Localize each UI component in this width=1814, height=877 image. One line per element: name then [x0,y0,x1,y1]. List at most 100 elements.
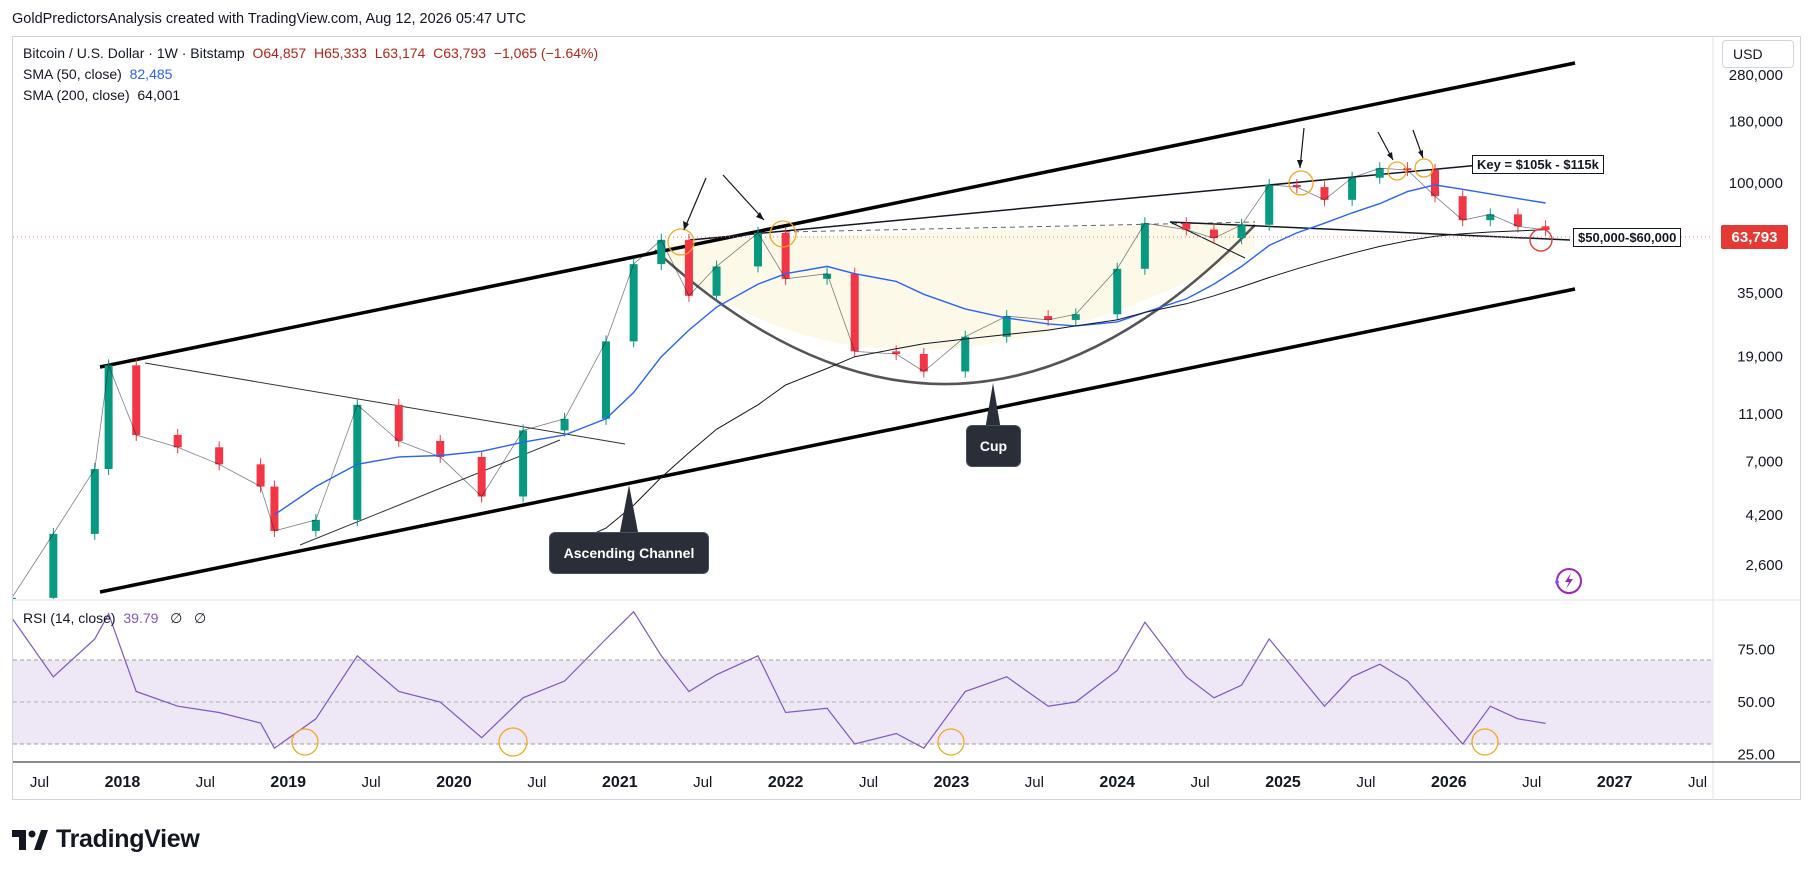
time-tick-label: 2025 [1265,774,1301,791]
support-line [1169,221,1571,241]
highlight-circle [291,728,319,756]
time-tick-label: Jul [196,774,215,791]
candle-body [353,404,362,520]
candle-body [49,533,58,598]
time-tick-label: 2019 [270,774,306,791]
candle-body [1113,268,1122,315]
time-tick-label: 2026 [1431,774,1467,791]
price-tick-label: 180,000 [1729,113,1783,130]
sma200-label: SMA (200, close) [23,87,130,103]
cup-callout[interactable]: Cup [966,425,1021,467]
candle-body [173,434,182,448]
candle-body [1486,214,1495,221]
channel-lower-line[interactable] [99,287,1576,594]
candle-body [1431,170,1440,197]
candle-body [1182,223,1191,230]
open-value: O64,857 [252,45,307,61]
candle-body [961,336,970,372]
rsi-line [13,610,1546,750]
tradingview-logo-icon [12,829,48,850]
rsi-lines [13,610,1546,750]
candle-body [477,456,486,497]
symbol-title: Bitcoin / U.S. Dollar · 1W · Bitstamp [23,45,245,61]
arrow-heads [683,150,1423,230]
candle-body [1002,316,1011,337]
sma-line [564,229,1546,548]
time-tick-label: Jul [1688,774,1707,791]
rim-trend-line [689,164,1481,241]
candle-body [394,404,403,441]
candle-body [104,365,113,470]
candle-body [1292,184,1301,188]
sma50-legend[interactable]: SMA (50, close) 82,485 [23,66,172,82]
candle-body [132,365,141,435]
triangle-upper-line [144,362,626,445]
candle-body [602,341,611,419]
rsi-extra-1: ∅ [170,610,183,626]
price-tick-label: 4,200 [1745,507,1783,524]
highlight-circle [498,727,528,757]
time-axis-ticks: Jul 2018 Jul 2019 Jul 2020 Jul 2021 Jul 2022 Jul 20… [30,774,1707,791]
price-lines [274,184,1546,548]
price-tick-label: 35,000 [1737,285,1783,302]
candle-body [629,264,638,342]
cup-area [656,222,1255,351]
symbol-legend[interactable]: Bitcoin / U.S. Dollar · 1W · Bitstamp O6… [23,45,598,61]
time-tick-label: 2020 [436,774,472,791]
candle-body [256,464,265,487]
candle-body [436,440,445,457]
time-tick-label: Jul [527,774,546,791]
candle-body [657,239,666,265]
candle-body [311,519,320,531]
sma200-legend[interactable]: SMA (200, close) 64,001 [23,87,180,103]
channel-upper-line[interactable] [99,61,1576,369]
candle-body [712,266,721,296]
rsi-value: 39.79 [123,610,159,626]
close-value: C63,793 [433,45,487,61]
highlight-circle [667,228,695,256]
time-tick-label: 2024 [1099,774,1135,791]
candle-body [1541,226,1550,230]
arrow-head [756,212,764,220]
arrow-head [683,221,689,230]
candle-body [1403,168,1412,171]
arrow-head [1387,152,1393,160]
arrow-head [1297,160,1303,168]
time-tick-label: Jul [1522,774,1541,791]
cup-callout-pointer [985,383,1001,430]
attribution-header: GoldPredictorsAnalysis created with Trad… [12,11,526,27]
candle-body [90,469,99,534]
currency-selector[interactable]: USD [1722,40,1794,68]
price-tick-label: 100,000 [1729,175,1783,192]
current-circle [1529,228,1553,252]
price-axis-ticks: 280,000 180,000 100,000 35,000 19,000 11,000 7… [1729,67,1783,764]
tradingview-logo[interactable]: TradingView [12,825,200,854]
candle-body [519,430,528,497]
ascending-channel-callout[interactable]: Ascending Channel [549,532,709,574]
channel-callout-pointer [620,485,638,532]
time-tick-label: 2021 [602,774,638,791]
candle-body [1044,316,1053,320]
low-value: L63,174 [374,45,426,61]
time-tick-label: 2027 [1597,774,1633,791]
candle-body [1375,168,1384,178]
arrow-head [1418,150,1423,158]
candle-body [1237,224,1246,239]
candle-body [823,273,832,279]
key-zone-note[interactable]: Key = $105k - $115k [1472,155,1604,174]
chart-frame [12,36,1801,800]
time-tick-label: 2022 [768,774,804,791]
time-tick-label: Jul [1025,774,1044,791]
arrow [683,177,707,231]
highlight-circle [1288,170,1314,196]
candle-body [1513,214,1522,227]
change-value: −1,065 (−1.64%) [493,45,599,61]
rsi-tick-label: 50.00 [1737,694,1775,711]
candle-body [1140,223,1149,269]
highlight-circle [1414,158,1434,178]
highlight-circle [1387,161,1407,181]
rsi-legend[interactable]: RSI (14, close) 39.79 ∅ ∅ [23,610,206,627]
support-zone-note[interactable]: $50,000-$60,000 [1573,228,1682,247]
lightning-icon[interactable] [1549,566,1583,596]
